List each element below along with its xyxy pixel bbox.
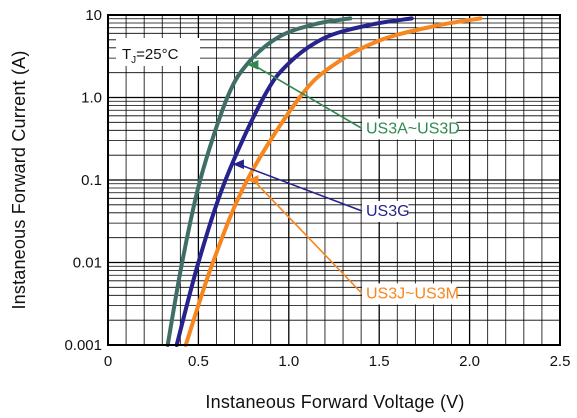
annotation-arrow-head (247, 59, 259, 70)
annotation-label: US3G (366, 203, 410, 220)
annotations: US3A~US3D US3G US3J~US3M (232, 59, 460, 305)
series-line (183, 16, 483, 347)
plot-border (107, 14, 561, 346)
annotation-arrow-head (247, 175, 259, 185)
annotation-label-background (362, 201, 409, 222)
annotation-leader-line (252, 64, 363, 130)
annotation-label-background (362, 118, 457, 140)
annotation-label: US3J~US3M (366, 286, 459, 303)
x-axis-label: Instaneous Forward Voltage (V) (205, 392, 464, 412)
y-tick-label: 10 (85, 7, 102, 24)
y-tick-label: 1.0 (81, 90, 102, 107)
annotation-arrow-head (232, 159, 244, 170)
y-tick-label: 0.1 (81, 172, 102, 189)
x-tick-label: 2.5 (550, 353, 571, 370)
y-tick-label: 0.001 (64, 337, 102, 354)
x-tick-label: 2.0 (459, 353, 480, 370)
x-tick-label: 1.0 (278, 353, 299, 370)
tick-labels: 0 0.5 1.0 1.5 2.0 2.5 0.001 0.01 0.1 1.0 10 (64, 7, 570, 370)
annotation-leader-line (252, 179, 363, 295)
series-line (174, 16, 414, 347)
condition-box: TJ=25°C (116, 38, 200, 66)
y-tick-label: 0.01 (73, 255, 102, 272)
annotation-label: US3A~US3D (366, 121, 460, 138)
x-tick-label: 1.5 (369, 353, 390, 370)
x-tick-label: 0.5 (188, 353, 209, 370)
x-tick-label: 0 (104, 353, 112, 370)
curves (165, 16, 483, 347)
annotation-label-background (362, 283, 457, 305)
plot-frame (107, 14, 561, 346)
annotation-leader-line (238, 163, 363, 212)
condition-box-background (116, 38, 200, 66)
series-line (165, 16, 353, 347)
condition-label: TJ=25°C (122, 46, 179, 66)
y-axis-label: Instaneous Forward Current (A) (9, 50, 29, 309)
